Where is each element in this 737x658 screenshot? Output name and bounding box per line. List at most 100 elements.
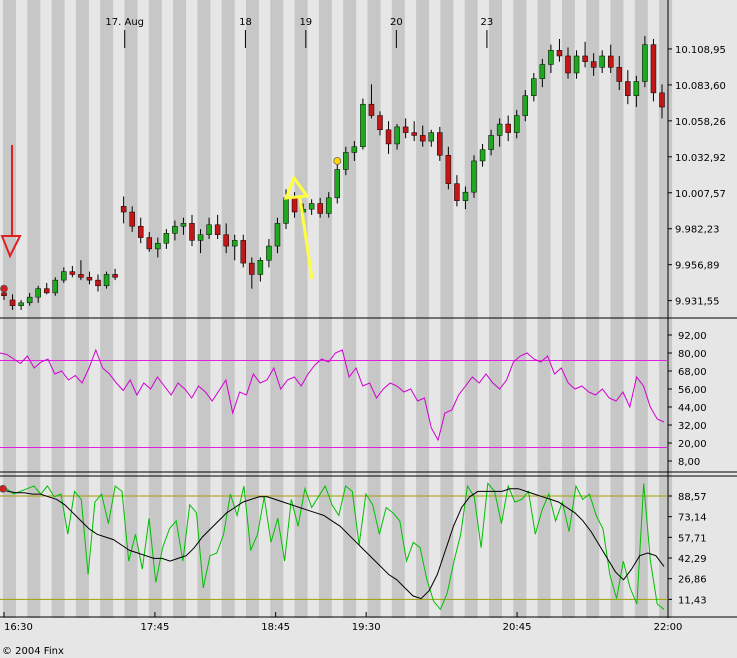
candle-body — [539, 64, 546, 79]
y-tick-label: 10.007,57 — [675, 189, 726, 200]
time-band — [173, 0, 187, 618]
y-tick-label: 73,14 — [678, 513, 707, 524]
time-band — [294, 0, 308, 618]
y-tick-label: 68,00 — [678, 367, 707, 378]
candle-body — [325, 197, 332, 214]
y-tick-label: 92,00 — [678, 331, 707, 342]
y-tick-label: 9.931,55 — [675, 297, 720, 308]
candle-body — [582, 55, 588, 62]
candle-body — [607, 55, 614, 68]
time-band — [197, 0, 211, 618]
time-band — [124, 0, 138, 618]
candle-body — [565, 55, 571, 74]
candle-body — [35, 288, 41, 298]
candle-body — [172, 225, 178, 234]
time-band — [489, 0, 502, 618]
candle-body — [522, 95, 529, 116]
candle-body — [531, 78, 537, 96]
candle-body — [137, 225, 144, 238]
candle-body — [103, 274, 110, 287]
candle-body — [454, 183, 460, 201]
y-tick-label: 8,00 — [678, 457, 700, 468]
oscillator-line — [0, 348, 665, 442]
candle-body — [308, 203, 315, 210]
time-band — [586, 0, 600, 618]
time-band — [148, 0, 162, 618]
candle-body — [377, 115, 383, 130]
candle-body — [43, 288, 50, 294]
candle-body — [86, 277, 93, 281]
candle-body — [445, 155, 452, 184]
date-label: 19 — [299, 17, 312, 28]
y-tick-label: 26,86 — [678, 575, 707, 586]
date-label: 20 — [390, 17, 403, 28]
candle-body — [343, 152, 349, 170]
candle-body — [599, 55, 605, 68]
y-tick-label: 88,57 — [678, 492, 707, 503]
time-band — [221, 0, 235, 618]
candle-body — [642, 44, 648, 82]
time-band — [634, 0, 648, 618]
y-tick-label: 10.032,92 — [675, 153, 726, 164]
candle-body — [231, 240, 238, 247]
candle-body — [496, 123, 503, 136]
time-band — [659, 0, 673, 618]
panel-frames — [0, 0, 737, 618]
time-axis: 16:30 17:45 18:45 19:30 20:45 22:00 — [3, 612, 683, 633]
candle-body — [573, 55, 580, 74]
time-band — [561, 0, 575, 618]
candle-body — [633, 81, 640, 96]
candle-body — [155, 242, 161, 250]
candle-body — [274, 223, 281, 247]
candle-body — [351, 146, 358, 153]
candle-body — [9, 299, 16, 306]
candle-body — [505, 123, 511, 133]
candle-body — [419, 135, 426, 142]
candle-body — [334, 169, 341, 199]
candle-body — [590, 61, 597, 68]
x-tick-label: 22:00 — [654, 622, 683, 633]
candle-body — [214, 224, 221, 235]
candle-body — [556, 50, 563, 57]
candle-body — [18, 302, 24, 306]
candle-body — [513, 115, 520, 133]
yellow-arrow — [283, 174, 314, 280]
candle-body — [402, 126, 409, 133]
red-arrow — [0, 145, 22, 259]
time-band — [416, 0, 430, 618]
y-tick-label: 56,00 — [678, 385, 707, 396]
copyright-text: © 2004 Finx — [2, 646, 64, 657]
candle-body — [659, 92, 665, 108]
y-tick-label: 9.982,23 — [675, 225, 720, 236]
y-tick-label: 10.108,95 — [675, 45, 726, 56]
candle-body — [120, 206, 127, 213]
candle-body — [471, 160, 477, 193]
candle-body — [266, 245, 272, 261]
time-band — [513, 0, 527, 618]
time-band — [391, 0, 405, 618]
y-tick-label: 20,00 — [678, 439, 707, 450]
time-band — [270, 0, 284, 618]
time-band — [318, 0, 332, 618]
candle-body — [488, 135, 494, 150]
marker-dot — [0, 284, 8, 293]
candle-body — [257, 260, 264, 275]
candle-body — [78, 274, 84, 278]
stochastic-slow-line — [0, 488, 665, 600]
x-tick-label: 20:45 — [503, 622, 532, 633]
candle-body — [180, 223, 187, 227]
y-tick-label: 9.956,89 — [675, 261, 720, 272]
candle-body — [411, 132, 417, 136]
date-label: 17. Aug — [105, 17, 144, 28]
candle-body — [95, 279, 101, 287]
time-band — [343, 0, 357, 618]
candle-body — [223, 234, 229, 247]
time-band — [75, 0, 89, 618]
candle-body — [206, 224, 212, 235]
x-tick-label: 17:45 — [140, 622, 169, 633]
candle-body — [249, 262, 255, 275]
candle-body — [548, 50, 554, 65]
y-tick-label: 32,00 — [678, 421, 707, 432]
y-tick-label: 11,43 — [678, 595, 707, 606]
